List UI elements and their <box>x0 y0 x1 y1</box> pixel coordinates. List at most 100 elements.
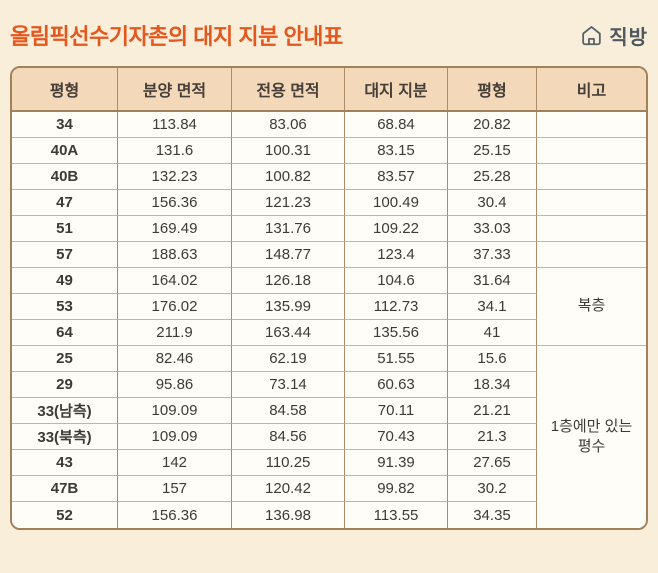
exclusive-area-cell: 100.31 <box>232 138 345 164</box>
pyeong-type-cell: 29 <box>12 372 118 398</box>
exclusive-area-cell: 126.18 <box>232 268 345 294</box>
house-icon <box>582 25 601 45</box>
land-share-cell: 60.63 <box>345 372 448 398</box>
pyeong-cell: 34.35 <box>448 502 537 528</box>
table-row: 33(북측) 109.09 84.56 70.43 21.3 <box>12 424 646 450</box>
table-row: 29 95.86 73.14 60.63 18.34 <box>12 372 646 398</box>
pyeong-cell: 15.6 <box>448 346 537 372</box>
page-title: 올림픽선수기자촌의 대지 지분 안내표 <box>10 24 343 49</box>
pyeong-type-cell: 53 <box>12 294 118 320</box>
land-share-cell: 51.55 <box>345 346 448 372</box>
remark-cell: 복층 <box>537 268 646 346</box>
table-row: 25 82.46 62.19 51.55 15.6 1층에만 있는 평수 <box>12 346 646 528</box>
sale-area-cell: 188.63 <box>118 242 232 268</box>
land-share-cell: 109.22 <box>345 216 448 242</box>
table-header-row: 평형 분양 면적 전용 면적 대지 지분 평형 비고 <box>12 68 646 112</box>
pyeong-type-cell: 64 <box>12 320 118 346</box>
table-row: 33(남측) 109.09 84.58 70.11 21.21 <box>12 398 646 424</box>
table-row: 47 156.36 121.23 100.49 30.4 <box>12 190 646 216</box>
remark-cell <box>537 112 646 138</box>
sale-area-cell: 82.46 <box>118 346 232 372</box>
sale-area-cell: 156.36 <box>118 190 232 216</box>
pyeong-type-cell: 25 <box>12 346 118 372</box>
land-share-cell: 113.55 <box>345 502 448 528</box>
land-share-cell: 112.73 <box>345 294 448 320</box>
exclusive-area-cell: 83.06 <box>232 112 345 138</box>
exclusive-area-cell: 120.42 <box>232 476 345 502</box>
pyeong-type-cell: 40A <box>12 138 118 164</box>
exclusive-area-cell: 62.19 <box>232 346 345 372</box>
exclusive-area-cell: 73.14 <box>232 372 345 398</box>
sale-area-cell: 131.6 <box>118 138 232 164</box>
remark-cell <box>537 216 646 242</box>
land-share-cell: 100.49 <box>345 190 448 216</box>
sale-area-cell: 142 <box>118 450 232 476</box>
land-share-cell: 135.56 <box>345 320 448 346</box>
exclusive-area-cell: 100.82 <box>232 164 345 190</box>
header-pyeong-type: 평형 <box>12 68 118 112</box>
pyeong-cell: 21.3 <box>448 424 537 450</box>
sale-area-cell: 113.84 <box>118 112 232 138</box>
header-land-share: 대지 지분 <box>345 68 448 112</box>
pyeong-type-cell: 47 <box>12 190 118 216</box>
sale-area-cell: 132.23 <box>118 164 232 190</box>
pyeong-type-cell: 47B <box>12 476 118 502</box>
exclusive-area-cell: 163.44 <box>232 320 345 346</box>
table-body: 34 113.84 83.06 68.84 20.82 40A 131.6 100.31 83.… <box>12 112 646 528</box>
pyeong-type-cell: 52 <box>12 502 118 528</box>
table-row: 49 164.02 126.18 104.6 31.64 복층 <box>12 268 646 346</box>
pyeong-type-cell: 40B <box>12 164 118 190</box>
header-exclusive-area: 전용 면적 <box>232 68 345 112</box>
logo-text: 직방 <box>609 26 648 49</box>
remark-cell <box>537 190 646 216</box>
exclusive-area-cell: 131.76 <box>232 216 345 242</box>
pyeong-cell: 30.4 <box>448 190 537 216</box>
land-share-cell: 99.82 <box>345 476 448 502</box>
land-share-cell: 70.11 <box>345 398 448 424</box>
pyeong-type-cell: 51 <box>12 216 118 242</box>
exclusive-area-cell: 84.58 <box>232 398 345 424</box>
sale-area-cell: 95.86 <box>118 372 232 398</box>
table-row: 57 188.63 148.77 123.4 37.33 <box>12 242 646 268</box>
land-share-cell: 70.43 <box>345 424 448 450</box>
pyeong-type-cell: 49 <box>12 268 118 294</box>
sale-area-cell: 157 <box>118 476 232 502</box>
sale-area-cell: 109.09 <box>118 424 232 450</box>
topbar: 올림픽선수기자촌의 대지 지분 안내표 직방 <box>10 0 648 56</box>
header-remarks: 비고 <box>537 68 646 112</box>
pyeong-cell: 33.03 <box>448 216 537 242</box>
pyeong-type-cell: 34 <box>12 112 118 138</box>
remark-cell <box>537 138 646 164</box>
pyeong-cell: 21.21 <box>448 398 537 424</box>
data-table: 평형 분양 면적 전용 면적 대지 지분 평형 비고 34 113.84 83.06… <box>12 68 646 528</box>
pyeong-type-cell: 33(남측) <box>12 398 118 424</box>
pyeong-cell: 20.82 <box>448 112 537 138</box>
sale-area-cell: 164.02 <box>118 268 232 294</box>
pyeong-cell: 18.34 <box>448 372 537 398</box>
land-share-cell: 83.15 <box>345 138 448 164</box>
sale-area-cell: 156.36 <box>118 502 232 528</box>
header-pyeong: 평형 <box>448 68 537 112</box>
pyeong-cell: 41 <box>448 320 537 346</box>
pyeong-cell: 31.64 <box>448 268 537 294</box>
exclusive-area-cell: 121.23 <box>232 190 345 216</box>
land-share-table: 평형 분양 면적 전용 면적 대지 지분 평형 비고 34 113.84 83.06… <box>10 66 648 530</box>
logo: 직방 <box>579 21 648 50</box>
remark-cell <box>537 242 646 268</box>
pyeong-type-cell: 57 <box>12 242 118 268</box>
pyeong-cell: 25.28 <box>448 164 537 190</box>
pyeong-cell: 30.2 <box>448 476 537 502</box>
table-row: 34 113.84 83.06 68.84 20.82 <box>12 112 646 138</box>
sale-area-cell: 176.02 <box>118 294 232 320</box>
pyeong-cell: 25.15 <box>448 138 537 164</box>
sale-area-cell: 109.09 <box>118 398 232 424</box>
land-share-cell: 83.57 <box>345 164 448 190</box>
land-share-cell: 91.39 <box>345 450 448 476</box>
exclusive-area-cell: 135.99 <box>232 294 345 320</box>
table-row: 53 176.02 135.99 112.73 34.1 <box>12 294 646 320</box>
exclusive-area-cell: 84.56 <box>232 424 345 450</box>
land-share-cell: 104.6 <box>345 268 448 294</box>
pyeong-type-cell: 33(북측) <box>12 424 118 450</box>
pyeong-cell: 34.1 <box>448 294 537 320</box>
